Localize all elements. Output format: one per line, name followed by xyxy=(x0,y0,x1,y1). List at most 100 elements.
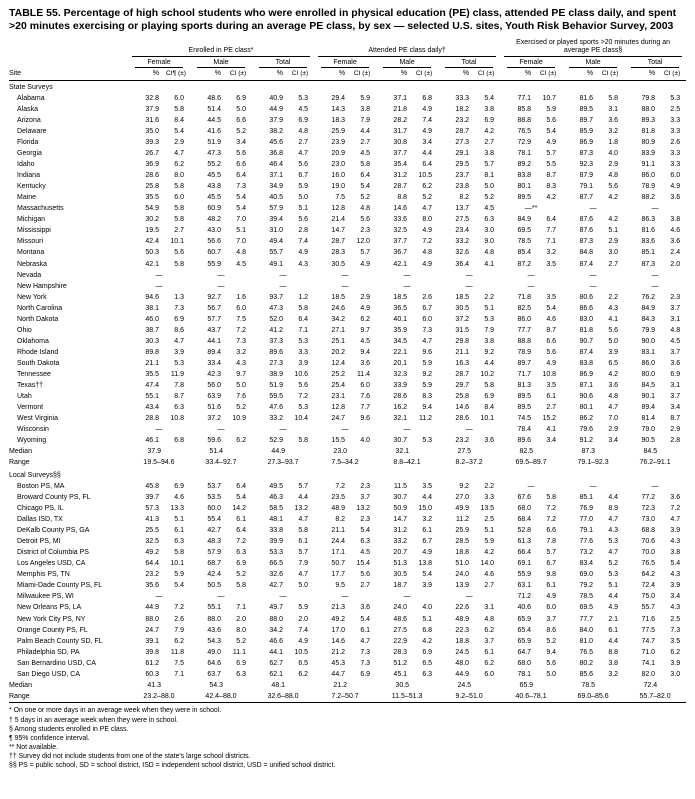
sex-label: Female xyxy=(321,59,370,68)
table-row: Georgia 26.7 4.7 47.3 5.6 36.8 4.7 20.9 4.5 37.7 4… xyxy=(9,149,686,160)
percent-value: 42.1 xyxy=(393,260,408,268)
ci-value: 3.0 xyxy=(670,670,681,678)
table-row: Michigan 30.2 5.8 48.2 7.0 39.4 5.6 21.4 5.6 33.6… xyxy=(9,215,686,226)
ci-value: 6.8 xyxy=(174,437,184,445)
ci-value: 4.5 xyxy=(360,150,371,158)
ci-value: 5.1 xyxy=(608,582,619,590)
ci-value: 3.3 xyxy=(670,150,681,158)
range-value: 69.5–89.7 xyxy=(515,459,547,467)
ci-value: 6.4 xyxy=(236,527,246,535)
ci-value: 4.7 xyxy=(422,337,433,345)
ci-value: 4.7 xyxy=(298,516,309,524)
range-value: 27.3–93.7 xyxy=(267,459,299,467)
percent-value: 94.6 xyxy=(145,293,159,301)
table-row: Tennessee 35.5 11.9 42.3 9.7 38.9 10.6 25.2 11.4… xyxy=(9,370,686,381)
ci-value: 4.5 xyxy=(360,337,371,345)
median-value: 78.5 xyxy=(581,681,596,689)
percent-value: 73.2 xyxy=(579,549,594,557)
site-name: Utah xyxy=(17,393,32,401)
ci-value: 8.3 xyxy=(546,183,557,191)
site-name: Missouri xyxy=(17,238,44,246)
ci-value: 4.6 xyxy=(174,494,184,502)
ci-value: 6.0 xyxy=(670,172,681,180)
percent-value: 88.0 xyxy=(145,615,159,623)
table-row: Missouri 42.4 10.1 56.6 7.0 49.4 7.4 28.7 12.0 37… xyxy=(9,237,686,248)
percent-value: 45.1 xyxy=(393,670,408,678)
ci-value: 5.2 xyxy=(484,194,495,202)
percent-value: 32.6 xyxy=(455,249,470,257)
percent-value: 48.0 xyxy=(455,659,470,667)
ci-value: 13.2 xyxy=(294,505,309,513)
percent-value: 87.7 xyxy=(579,194,594,202)
percent-value: 8.2 xyxy=(459,194,470,202)
site-name: Boston PS, MA xyxy=(17,482,65,490)
ci-value: 14.0 xyxy=(480,560,495,568)
percent-value: 41.2 xyxy=(269,326,283,334)
ci-value: 3.7 xyxy=(546,615,557,623)
percent-value: 47.3 xyxy=(207,150,221,158)
yrbs-table-55: Enrolled in PE class* Attended PE class d… xyxy=(9,38,687,704)
percent-value: 55.1 xyxy=(145,393,159,401)
percent-value: 77.7 xyxy=(517,326,532,334)
percent-value: 22.3 xyxy=(455,626,470,634)
ci-value: 5.8 xyxy=(360,161,371,169)
percent-value: 68.0 xyxy=(517,659,532,667)
percent-value: 11.2 xyxy=(455,516,470,524)
ci-value: 5.4 xyxy=(174,127,184,135)
ci-value: 5.3 xyxy=(298,404,309,412)
percent-value: 50.7 xyxy=(331,560,346,568)
ci-value: 5.7 xyxy=(546,549,557,557)
table-row: North Dakota 46.0 6.9 57.7 7.5 52.0 6.4 34.2 6.2… xyxy=(9,314,686,325)
ci-value: 5.8 xyxy=(174,260,184,268)
ci-value: 4.9 xyxy=(608,604,619,612)
ci-value: 7.8 xyxy=(546,538,557,546)
ci-value: 2.8 xyxy=(298,227,309,235)
not-available-cell: — xyxy=(589,282,597,290)
ci-value: 5.6 xyxy=(298,382,309,390)
percent-value: 34.2 xyxy=(269,626,283,634)
ci-value: 5.9 xyxy=(422,359,433,367)
median-value: 82.5 xyxy=(519,448,534,456)
percent-value: 82.5 xyxy=(517,304,532,312)
percent-value: 33.8 xyxy=(269,527,283,535)
percent-value: 32.1 xyxy=(393,415,408,423)
ci-value: 2.7 xyxy=(360,139,371,147)
ci-value: 5.1 xyxy=(422,615,433,623)
percent-value: 19.5 xyxy=(145,227,159,235)
percent-value: 27.5 xyxy=(455,216,470,224)
table-row: Arizona 31.6 8.4 44.5 6.6 37.9 6.9 18.3 7.9 28.2 7… xyxy=(9,115,686,126)
percent-value: 36.8 xyxy=(269,150,283,158)
percent-value: 84.9 xyxy=(517,216,532,224)
ci-value: 6.2 xyxy=(422,183,433,191)
ci-value: 5.4 xyxy=(360,183,371,191)
percent-value: 81.0 xyxy=(579,637,594,645)
percent-value: 79.0 xyxy=(641,426,656,434)
ci-value: 6.3 xyxy=(236,670,246,678)
percent-value: 77.6 xyxy=(579,538,594,546)
percent-value: 61.3 xyxy=(517,538,532,546)
not-available-cell: — xyxy=(217,426,225,434)
range-value: 9.2–51.0 xyxy=(455,692,483,700)
range-row: Range 23.2–88.0 42.4–88.0 32.6–88.0 7.2–50.7… xyxy=(9,691,686,703)
median-value: 24.5 xyxy=(457,681,472,689)
ci-value: 6.2 xyxy=(298,670,309,678)
percent-value: 12.4 xyxy=(331,359,346,367)
site-name: New Orleans PS, LA xyxy=(17,604,82,612)
percent-value: 49.4 xyxy=(269,238,283,246)
ci-value: 5.5 xyxy=(546,161,557,169)
percent-value: 52.8 xyxy=(517,527,532,535)
percent-value: 89.3 xyxy=(641,116,656,124)
section-label: State Surveys xyxy=(9,83,53,91)
ci-value: 5.0 xyxy=(608,337,619,345)
ci-value: 8.3 xyxy=(422,393,433,401)
percent-value: 24.5 xyxy=(455,648,470,656)
not-available-cell: — xyxy=(217,282,225,290)
percent-value: 87.2 xyxy=(517,260,532,268)
percent-value: 25.9 xyxy=(455,527,470,535)
ci-value: 4.8 xyxy=(360,205,371,213)
percent-value: 23.7 xyxy=(455,172,470,180)
percent-value: 88.0 xyxy=(269,615,283,623)
ci-value: 2.1 xyxy=(608,615,619,623)
percent-value: 43.6 xyxy=(207,626,221,634)
ci-value: 15.2 xyxy=(542,415,557,423)
